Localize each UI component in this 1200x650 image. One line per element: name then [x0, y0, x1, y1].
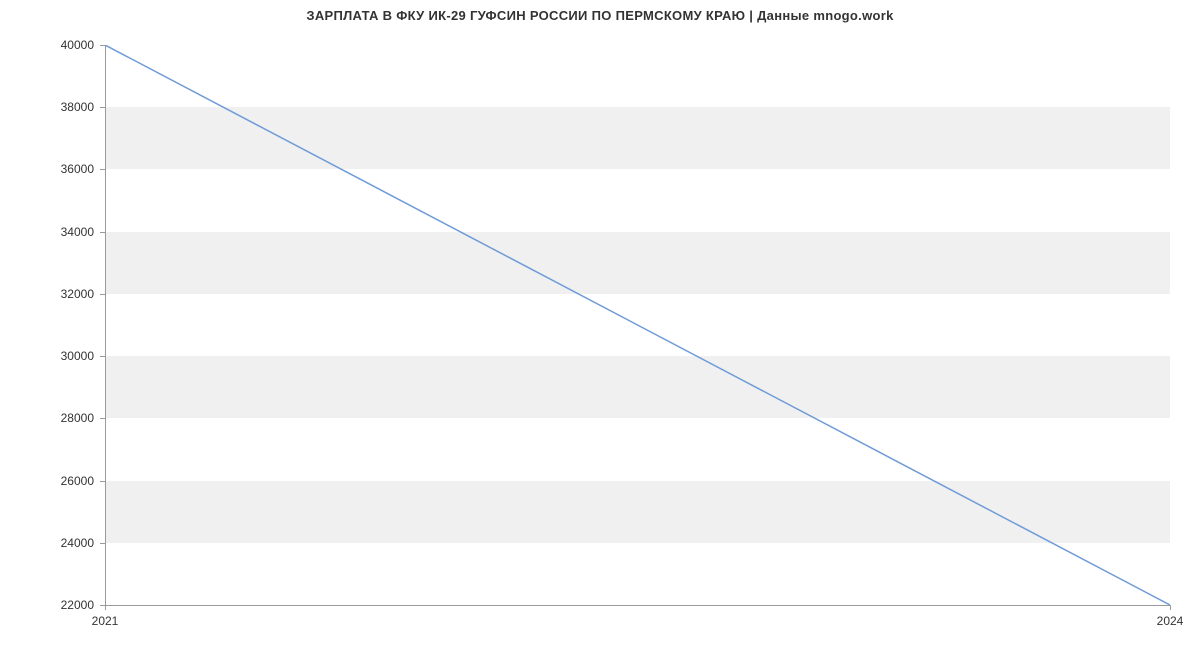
x-tick-label: 2021 — [92, 614, 119, 628]
y-tick-label: 24000 — [61, 536, 94, 550]
x-tick — [105, 605, 106, 610]
x-tick-label: 2024 — [1157, 614, 1184, 628]
y-tick-label: 38000 — [61, 100, 94, 114]
chart-title: ЗАРПЛАТА В ФКУ ИК-29 ГУФСИН РОССИИ ПО ПЕ… — [0, 8, 1200, 23]
x-axis-line — [105, 605, 1170, 606]
series-line-salary — [105, 45, 1170, 605]
salary-line-chart: ЗАРПЛАТА В ФКУ ИК-29 ГУФСИН РОССИИ ПО ПЕ… — [0, 0, 1200, 650]
x-tick — [1170, 605, 1171, 610]
y-tick-label: 22000 — [61, 598, 94, 612]
y-tick-label: 32000 — [61, 287, 94, 301]
y-tick-label: 30000 — [61, 349, 94, 363]
y-tick-label: 28000 — [61, 411, 94, 425]
plot-area: 2200024000260002800030000320003400036000… — [105, 45, 1170, 605]
y-tick-label: 40000 — [61, 38, 94, 52]
series-layer — [105, 45, 1170, 605]
y-tick-label: 26000 — [61, 474, 94, 488]
y-tick-label: 36000 — [61, 162, 94, 176]
y-tick-label: 34000 — [61, 225, 94, 239]
